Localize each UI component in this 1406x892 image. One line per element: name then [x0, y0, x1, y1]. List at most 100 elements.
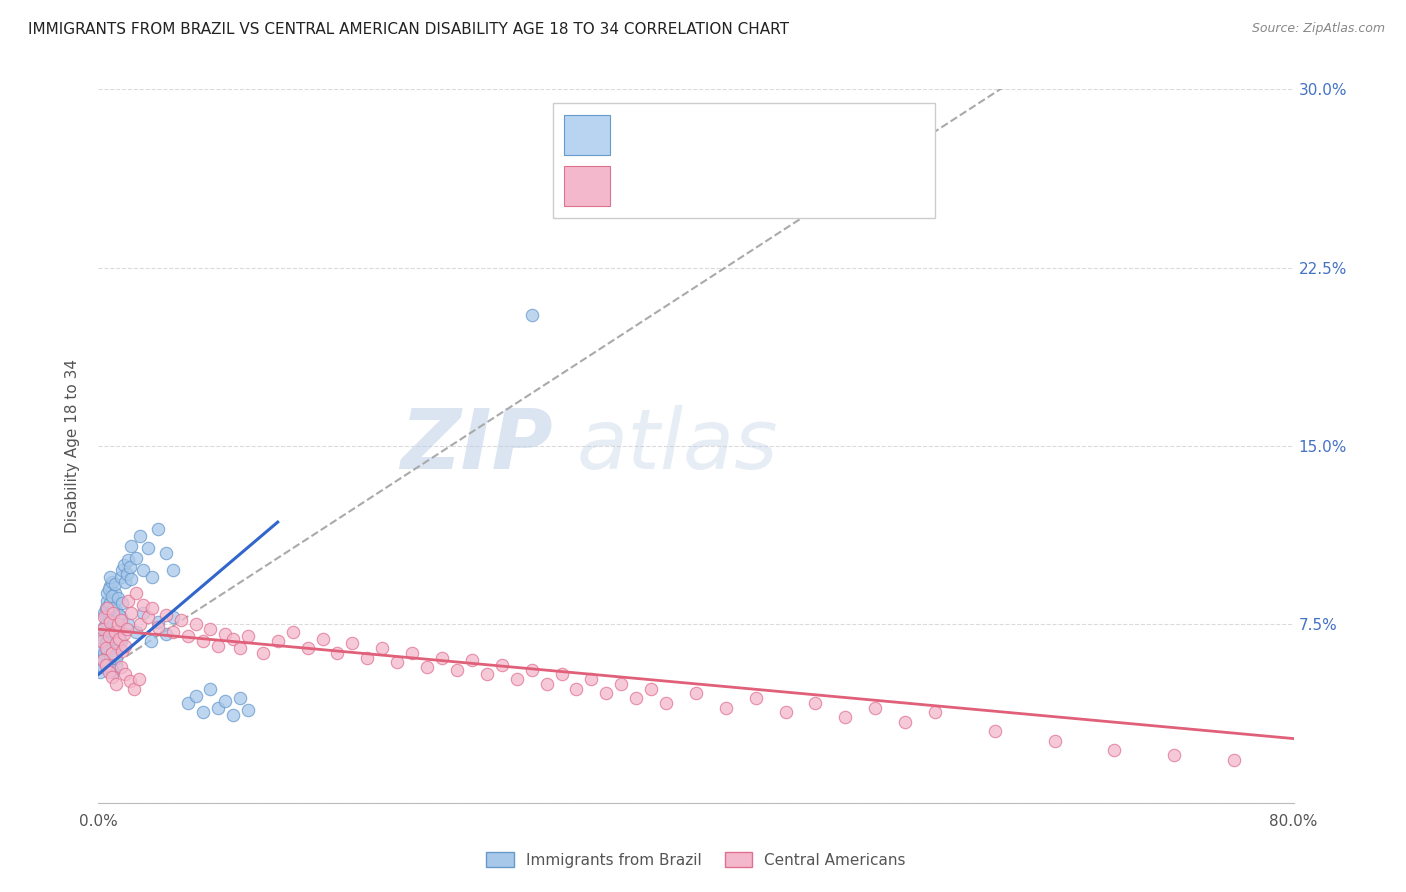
- Point: [96, 643, 118, 657]
- Point: [610, 677, 633, 691]
- Point: [103, 591, 125, 606]
- Text: Source: ZipAtlas.com: Source: ZipAtlas.com: [1251, 22, 1385, 36]
- Point: [342, 636, 364, 650]
- Point: [132, 563, 155, 577]
- Point: [101, 636, 124, 650]
- Point: [114, 639, 136, 653]
- Point: [97, 582, 120, 596]
- Point: [91, 622, 114, 636]
- Point: [191, 706, 214, 720]
- Point: [132, 606, 155, 620]
- Point: [94, 610, 117, 624]
- Point: [446, 663, 468, 677]
- Point: [104, 620, 127, 634]
- Point: [191, 634, 214, 648]
- Point: [595, 686, 617, 700]
- Point: [96, 657, 118, 672]
- Point: [626, 691, 648, 706]
- Point: [714, 700, 737, 714]
- Point: [93, 653, 115, 667]
- Point: [177, 629, 200, 643]
- Point: [1163, 748, 1185, 763]
- Point: [125, 624, 148, 639]
- Point: [894, 714, 917, 729]
- Point: [685, 686, 707, 700]
- Point: [97, 599, 120, 613]
- Point: [104, 624, 127, 639]
- Point: [115, 622, 138, 636]
- Point: [89, 665, 111, 679]
- Point: [550, 667, 572, 681]
- Point: [98, 653, 122, 667]
- Point: [108, 632, 131, 646]
- Point: [775, 706, 797, 720]
- Point: [491, 657, 513, 672]
- Point: [105, 606, 128, 620]
- Point: [356, 650, 378, 665]
- Point: [148, 615, 170, 629]
- Point: [97, 665, 120, 679]
- Point: [91, 660, 114, 674]
- Point: [311, 632, 333, 646]
- Point: [98, 648, 122, 663]
- Point: [118, 560, 141, 574]
- Point: [98, 643, 122, 657]
- Point: [297, 641, 319, 656]
- Point: [97, 624, 120, 639]
- Point: [984, 724, 1007, 739]
- Point: [101, 574, 124, 589]
- Point: [120, 539, 142, 553]
- Legend: Immigrants from Brazil, Central Americans: Immigrants from Brazil, Central American…: [479, 846, 912, 873]
- Point: [139, 634, 162, 648]
- Point: [103, 665, 125, 679]
- Point: [101, 670, 124, 684]
- Text: ZIP: ZIP: [399, 406, 553, 486]
- Point: [94, 641, 117, 656]
- Point: [107, 636, 129, 650]
- Point: [125, 550, 148, 565]
- Point: [114, 667, 136, 681]
- Point: [110, 634, 132, 648]
- Point: [129, 529, 152, 543]
- Point: [1223, 753, 1246, 767]
- Point: [108, 607, 131, 622]
- Point: [97, 656, 120, 670]
- Point: [1104, 743, 1126, 757]
- Point: [112, 558, 135, 572]
- Point: [475, 667, 498, 681]
- Point: [200, 681, 222, 696]
- Point: [97, 607, 120, 622]
- Point: [162, 610, 184, 624]
- Point: [110, 613, 132, 627]
- Point: [169, 613, 191, 627]
- Point: [94, 617, 117, 632]
- Point: [745, 691, 768, 706]
- Point: [107, 629, 129, 643]
- Point: [97, 629, 120, 643]
- Point: [177, 696, 200, 710]
- Point: [93, 606, 115, 620]
- Point: [229, 691, 252, 706]
- Point: [148, 620, 170, 634]
- Point: [96, 600, 118, 615]
- Point: [536, 677, 558, 691]
- Point: [98, 615, 122, 629]
- Point: [93, 646, 115, 660]
- Point: [96, 586, 118, 600]
- Point: [107, 591, 129, 606]
- Point: [90, 634, 112, 648]
- Point: [101, 627, 124, 641]
- Point: [103, 615, 125, 629]
- Point: [104, 586, 127, 600]
- Point: [1043, 734, 1066, 748]
- Point: [107, 617, 129, 632]
- Point: [104, 646, 127, 660]
- Point: [103, 639, 125, 653]
- Point: [222, 632, 245, 646]
- Point: [136, 610, 159, 624]
- Point: [91, 634, 114, 648]
- Point: [97, 613, 120, 627]
- Point: [101, 634, 124, 648]
- Point: [104, 629, 127, 643]
- Point: [162, 563, 184, 577]
